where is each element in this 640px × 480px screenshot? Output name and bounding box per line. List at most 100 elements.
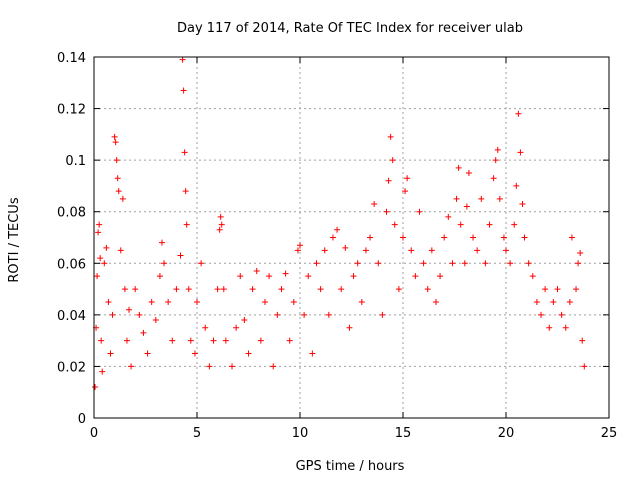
data-point [515, 110, 522, 117]
data-points [92, 56, 588, 391]
y-tick-label: 0.08 [57, 206, 86, 221]
data-point [95, 229, 102, 236]
data-point [470, 234, 477, 241]
data-point [229, 363, 236, 370]
data-point [112, 139, 119, 146]
data-point [237, 273, 244, 280]
data-point [216, 226, 223, 233]
data-point [182, 188, 189, 195]
data-point [558, 311, 565, 318]
data-point [96, 221, 103, 228]
x-tick-label: 15 [395, 426, 412, 441]
data-point [249, 286, 256, 293]
data-point [99, 368, 106, 375]
data-point [317, 286, 324, 293]
data-point [198, 260, 205, 267]
data-point [441, 234, 448, 241]
data-point [538, 311, 545, 318]
data-point [461, 260, 468, 267]
data-point [173, 286, 180, 293]
y-tick-label: 0.12 [57, 103, 86, 118]
data-point [449, 260, 456, 267]
data-point [253, 268, 260, 275]
data-point [222, 337, 229, 344]
data-point [115, 188, 122, 195]
data-point [183, 221, 190, 228]
y-tick-label: 0.02 [57, 360, 86, 375]
data-point [185, 286, 192, 293]
data-point [144, 350, 151, 357]
data-point [158, 239, 165, 246]
data-point [329, 234, 336, 241]
data-point [437, 273, 444, 280]
data-point [453, 195, 460, 202]
data-point [492, 157, 499, 164]
data-point [463, 203, 470, 210]
data-point [542, 286, 549, 293]
data-point [165, 298, 172, 305]
data-point [420, 260, 427, 267]
data-point [575, 260, 582, 267]
data-point [103, 244, 110, 251]
data-point [400, 234, 406, 241]
data-point [385, 177, 392, 184]
data-point [428, 247, 435, 254]
data-point [490, 175, 497, 182]
data-point [482, 260, 489, 267]
y-tick-label: 0.06 [57, 257, 86, 272]
data-point [387, 133, 394, 140]
data-point [117, 247, 124, 254]
data-point [297, 242, 303, 249]
data-point [465, 170, 472, 177]
data-point [301, 311, 308, 318]
data-point [496, 195, 503, 202]
data-point [105, 298, 112, 305]
data-point [152, 317, 159, 324]
data-point [194, 298, 200, 305]
data-point [389, 157, 396, 164]
data-point [568, 234, 575, 241]
data-point [503, 247, 509, 254]
x-tick-label: 5 [193, 426, 201, 441]
data-point [181, 149, 188, 156]
axis-ticks: 0 5 10 15 20 25 0 0.02 0.04 0.06 0.08 0.1 0.12 0.14 [57, 51, 617, 441]
data-point [474, 247, 481, 254]
data-point [321, 247, 328, 254]
grid-lines [94, 57, 609, 418]
data-point [416, 208, 423, 215]
data-point [511, 221, 518, 228]
data-point [379, 311, 386, 318]
x-axis-label: GPS time / hours [296, 459, 405, 474]
data-point [529, 273, 536, 280]
data-point [346, 324, 353, 331]
data-point [202, 324, 209, 331]
data-point [128, 363, 135, 370]
data-point [169, 337, 176, 344]
data-point [354, 260, 361, 267]
data-point [113, 157, 120, 164]
data-point [261, 298, 268, 305]
data-point [126, 306, 133, 313]
data-point [191, 350, 198, 357]
data-point [455, 164, 462, 171]
data-point [395, 286, 402, 293]
data-point [362, 247, 369, 254]
data-point [486, 221, 493, 228]
data-point [402, 188, 409, 195]
data-point [513, 182, 520, 189]
data-point [187, 337, 194, 344]
data-point [566, 298, 573, 305]
data-point [521, 234, 528, 241]
data-point [573, 286, 580, 293]
data-point [132, 286, 139, 293]
data-point [375, 260, 382, 267]
data-point [309, 350, 316, 357]
data-point [156, 273, 163, 280]
chart-title: Day 117 of 2014, Rate Of TEC Index for r… [177, 21, 523, 36]
data-point [313, 260, 320, 267]
data-point [290, 298, 297, 305]
data-point [371, 200, 378, 207]
data-point [550, 298, 557, 305]
data-point [92, 384, 99, 391]
data-point [119, 195, 126, 202]
